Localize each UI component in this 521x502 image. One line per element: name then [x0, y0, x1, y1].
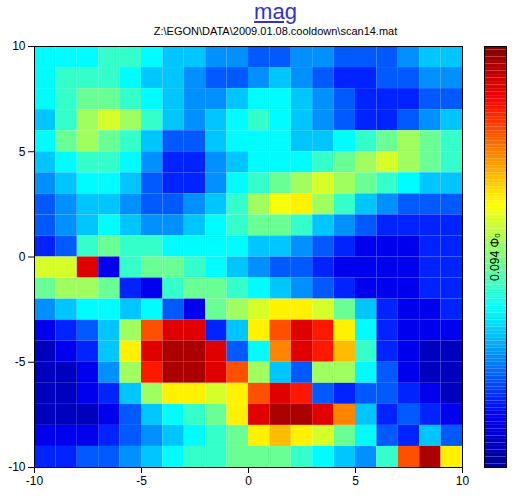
svg-text:0: 0: [245, 474, 252, 488]
svg-text:5: 5: [19, 145, 26, 159]
svg-text:10: 10: [456, 474, 470, 488]
svg-text:-5: -5: [15, 355, 26, 369]
svg-text:0.094 Φ₀: 0.094 Φ₀: [488, 233, 502, 281]
svg-text:-5: -5: [136, 474, 147, 488]
svg-text:5: 5: [352, 474, 359, 488]
svg-text:10: 10: [12, 39, 26, 53]
svg-text:-10: -10: [8, 460, 26, 474]
svg-text:0: 0: [19, 250, 26, 264]
html-text:mag: mag: [254, 0, 297, 24]
html-text:Z:\EGON\DATA\2009.01.08.cooldo: Z:\EGON\DATA\2009.01.08.cooldown\scan14.…: [153, 25, 398, 37]
svg-text:-10: -10: [26, 474, 44, 488]
